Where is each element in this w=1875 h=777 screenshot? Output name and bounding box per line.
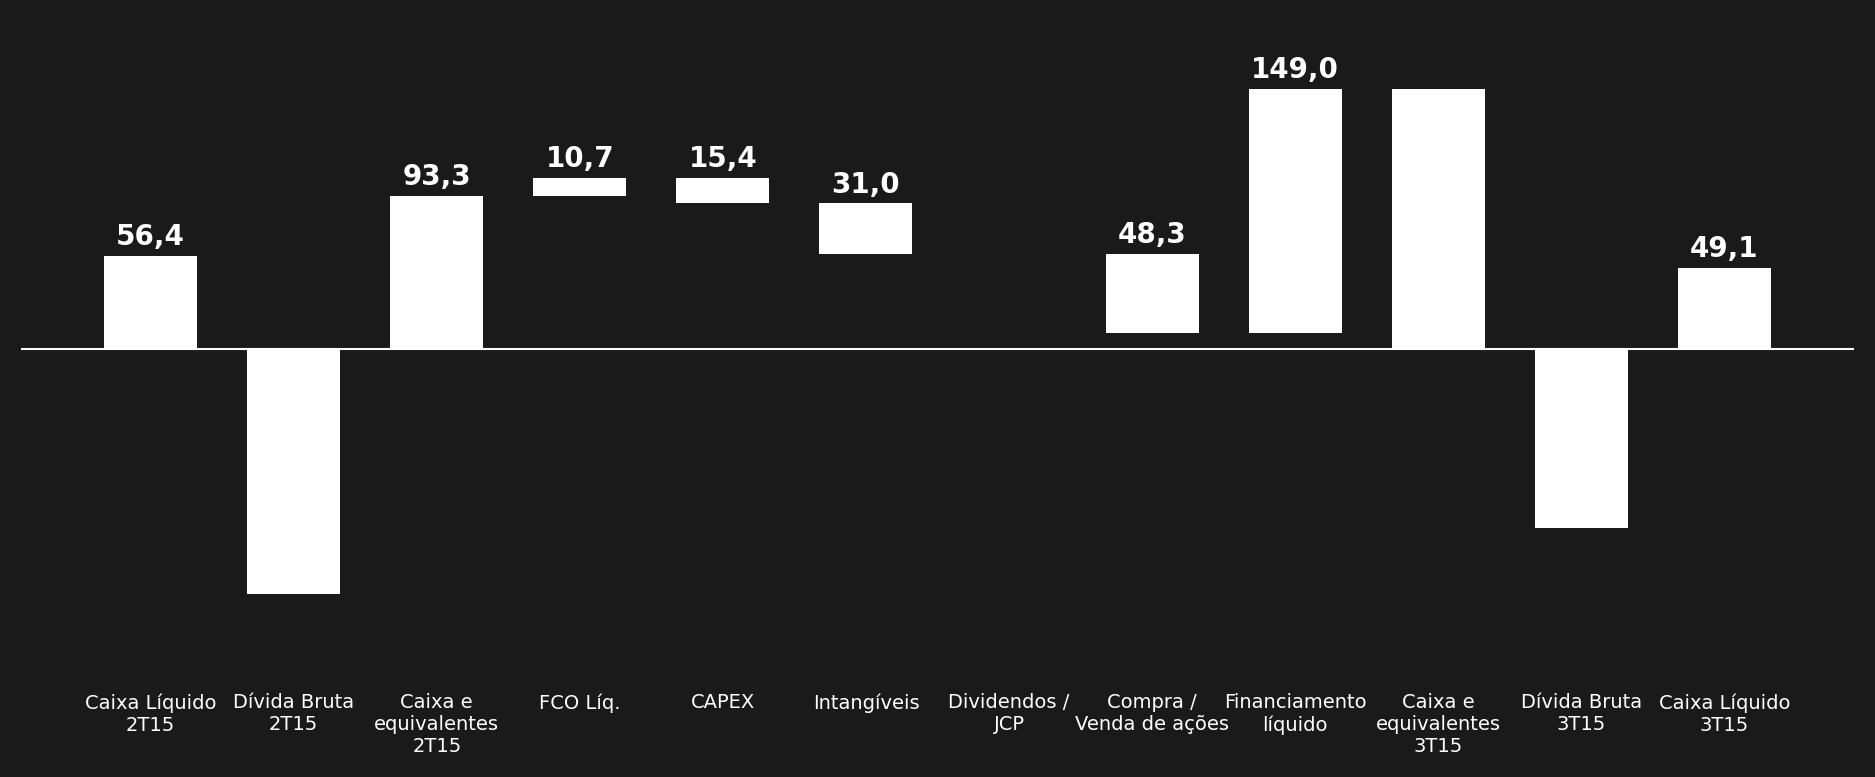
Bar — [819, 204, 913, 254]
Bar — [1391, 89, 1485, 349]
Text: 10,7: 10,7 — [546, 145, 615, 173]
Bar — [1678, 268, 1770, 349]
Text: 149,0: 149,0 — [1251, 56, 1339, 84]
Bar — [532, 178, 626, 196]
Text: 15,4: 15,4 — [688, 145, 758, 173]
Bar — [1536, 349, 1628, 528]
Bar — [390, 196, 484, 349]
Text: 56,4: 56,4 — [116, 223, 186, 251]
Text: 49,1: 49,1 — [1689, 235, 1759, 263]
Bar — [1106, 254, 1198, 333]
Text: 31,0: 31,0 — [832, 170, 900, 198]
Bar — [248, 349, 339, 594]
Text: 93,3: 93,3 — [403, 163, 471, 191]
Text: 48,3: 48,3 — [1118, 221, 1187, 249]
Bar — [105, 256, 197, 349]
Bar — [677, 178, 769, 204]
Bar — [1249, 89, 1342, 333]
